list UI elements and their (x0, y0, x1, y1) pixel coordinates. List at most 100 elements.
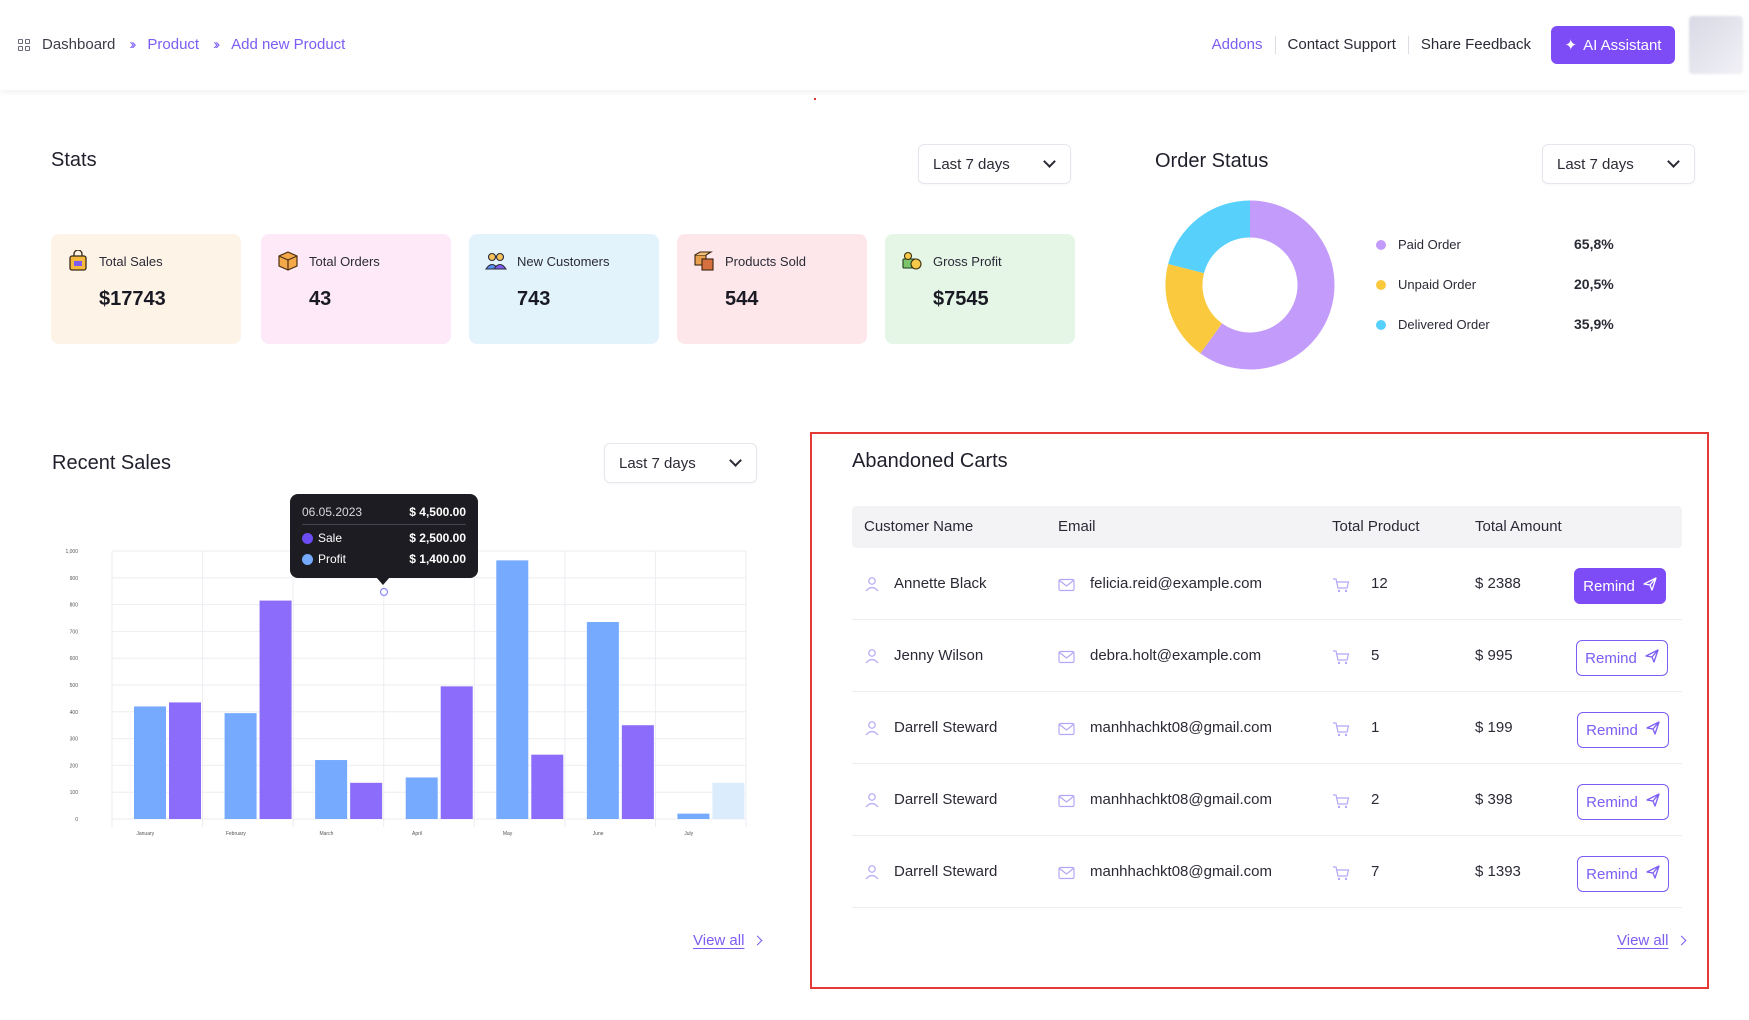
recent-sales-view-all-link[interactable]: View all (693, 932, 763, 949)
boxes-icon (694, 251, 714, 271)
customer-name-cell: Darrell Steward (894, 863, 998, 880)
stat-card-products-sold: Products Sold 544 (677, 234, 867, 344)
send-icon (1638, 793, 1660, 811)
chevron-right-icon (1676, 935, 1687, 946)
y-tick-label: 700 (70, 629, 79, 635)
remind-label: Remind (1583, 577, 1635, 595)
x-tick-label: February (226, 831, 247, 837)
tooltip-swatch (302, 533, 313, 544)
breadcrumb-dashboard[interactable]: Dashboard (42, 36, 116, 53)
remind-label: Remind (1586, 793, 1638, 811)
email-cell: manhhachkt08@gmail.com (1090, 719, 1272, 736)
breadcrumb-add-new-product[interactable]: Add new Product (231, 36, 346, 53)
abandoned-carts-highlight-frame (810, 432, 1709, 989)
cart-icon (1332, 721, 1350, 741)
bar-profit-may[interactable] (496, 560, 529, 819)
stat-card-gross-profit: Gross Profit $7545 (885, 234, 1075, 344)
legend-percent: 65,8% (1574, 236, 1614, 252)
dashboard-grid-icon (18, 38, 30, 51)
legend-label: Unpaid Order (1398, 277, 1477, 292)
recent-sales-range-select[interactable]: Last 7 days (604, 443, 757, 483)
bar-sale-may[interactable] (531, 754, 564, 819)
x-tick-label: January (136, 831, 154, 837)
y-tick-label: 200 (70, 763, 79, 769)
bar-sale-january[interactable] (169, 702, 201, 819)
column-email[interactable]: Email (1058, 518, 1096, 535)
bar-profit-july[interactable] (677, 813, 710, 819)
y-tick-label: 300 (70, 737, 79, 743)
contact-support-link[interactable]: Contact Support (1274, 36, 1408, 54)
legend-label: Delivered Order (1398, 317, 1490, 332)
total-amount-cell: $ 2388 (1475, 575, 1521, 592)
remind-button[interactable]: Remind (1576, 640, 1668, 676)
user-icon (864, 864, 880, 884)
stat-label: Total Sales (99, 254, 163, 269)
bar-profit-april[interactable] (405, 777, 438, 819)
legend-dot (1376, 280, 1386, 290)
bar-profit-january[interactable] (134, 706, 166, 819)
remind-button[interactable]: Remind (1577, 856, 1669, 892)
share-feedback-link[interactable]: Share Feedback (1407, 36, 1543, 54)
legend-label: Paid Order (1398, 237, 1461, 252)
remind-button[interactable]: Remind (1577, 712, 1669, 748)
marker-dot (814, 98, 816, 100)
send-icon (1637, 649, 1659, 667)
stats-title: Stats (51, 149, 97, 171)
send-icon (1638, 865, 1660, 883)
avatar[interactable] (1689, 16, 1743, 74)
mail-icon (1058, 866, 1075, 884)
bar-sale-february[interactable] (259, 600, 292, 819)
ai-assistant-button[interactable]: ✦ AI Assistant (1551, 26, 1675, 64)
bar-sale-july[interactable] (712, 782, 745, 819)
stat-value: 743 (517, 288, 551, 310)
order-status-title: Order Status (1155, 150, 1269, 172)
column-total-product[interactable]: Total Product (1332, 518, 1420, 535)
package-icon (278, 251, 298, 271)
chart-tooltip: 06.05.2023 $ 4,500.00 Sale $ 2,500.00 Pr… (290, 494, 478, 585)
stat-card-new-customers: New Customers 743 (469, 234, 659, 344)
abandoned-carts-view-all-link[interactable]: View all (1617, 932, 1687, 949)
bar-profit-june[interactable] (586, 622, 619, 819)
remind-button[interactable]: Remind (1577, 784, 1669, 820)
breadcrumb: Dashboard ›› Product ›› Add new Product (18, 36, 345, 53)
user-icon (864, 720, 880, 740)
tooltip-row-profit: Profit $ 1,400.00 (302, 552, 466, 568)
user-icon (864, 648, 880, 668)
bar-sale-june[interactable] (621, 725, 654, 819)
column-total-amount[interactable]: Total Amount (1475, 518, 1562, 535)
y-tick-label: 1,000 (65, 549, 78, 555)
customer-name-cell: Annette Black (894, 575, 987, 592)
breadcrumb-separator-icon: ›› (129, 36, 136, 53)
y-tick-label: 900 (70, 576, 79, 582)
stats-range-select[interactable]: Last 7 days (918, 144, 1071, 184)
donut-segment-paid-order (1200, 200, 1335, 370)
donut-segment-unpaid-order (1165, 263, 1223, 354)
user-icon (864, 576, 880, 596)
legend-dot (1376, 320, 1386, 330)
order-status-range-select[interactable]: Last 7 days (1542, 144, 1695, 184)
bar-profit-february[interactable] (224, 713, 257, 819)
email-cell: felicia.reid@example.com (1090, 575, 1262, 592)
total-amount-cell: $ 995 (1475, 647, 1513, 664)
send-icon (1635, 577, 1657, 595)
y-tick-label: 400 (70, 710, 79, 716)
stat-value: $7545 (933, 288, 989, 310)
bar-sale-april[interactable] (440, 686, 473, 819)
addons-link[interactable]: Addons (1211, 36, 1263, 53)
bar-profit-march[interactable] (315, 760, 348, 819)
email-cell: manhhachkt08@gmail.com (1090, 863, 1272, 880)
email-cell: debra.holt@example.com (1090, 647, 1262, 664)
customer-name-cell: Darrell Steward (894, 791, 998, 808)
y-tick-label: 800 (70, 603, 79, 609)
customer-name-cell: Darrell Steward (894, 719, 998, 736)
remind-button[interactable]: Remind (1574, 568, 1666, 604)
tooltip-series-name: Profit (318, 552, 347, 566)
bar-sale-march[interactable] (350, 782, 383, 819)
stat-card-total-sales: Total Sales $17743 (51, 234, 241, 344)
table-row: Jenny Wilson debra.holt@example.com 5 $ 995… (852, 620, 1682, 692)
x-tick-label: March (319, 831, 333, 837)
table-row: Darrell Steward manhhachkt08@gmail.com 1 $ … (852, 692, 1682, 764)
cart-icon (1332, 793, 1350, 813)
column-customer-name[interactable]: Customer Name (864, 518, 974, 535)
breadcrumb-product[interactable]: Product (147, 36, 200, 53)
